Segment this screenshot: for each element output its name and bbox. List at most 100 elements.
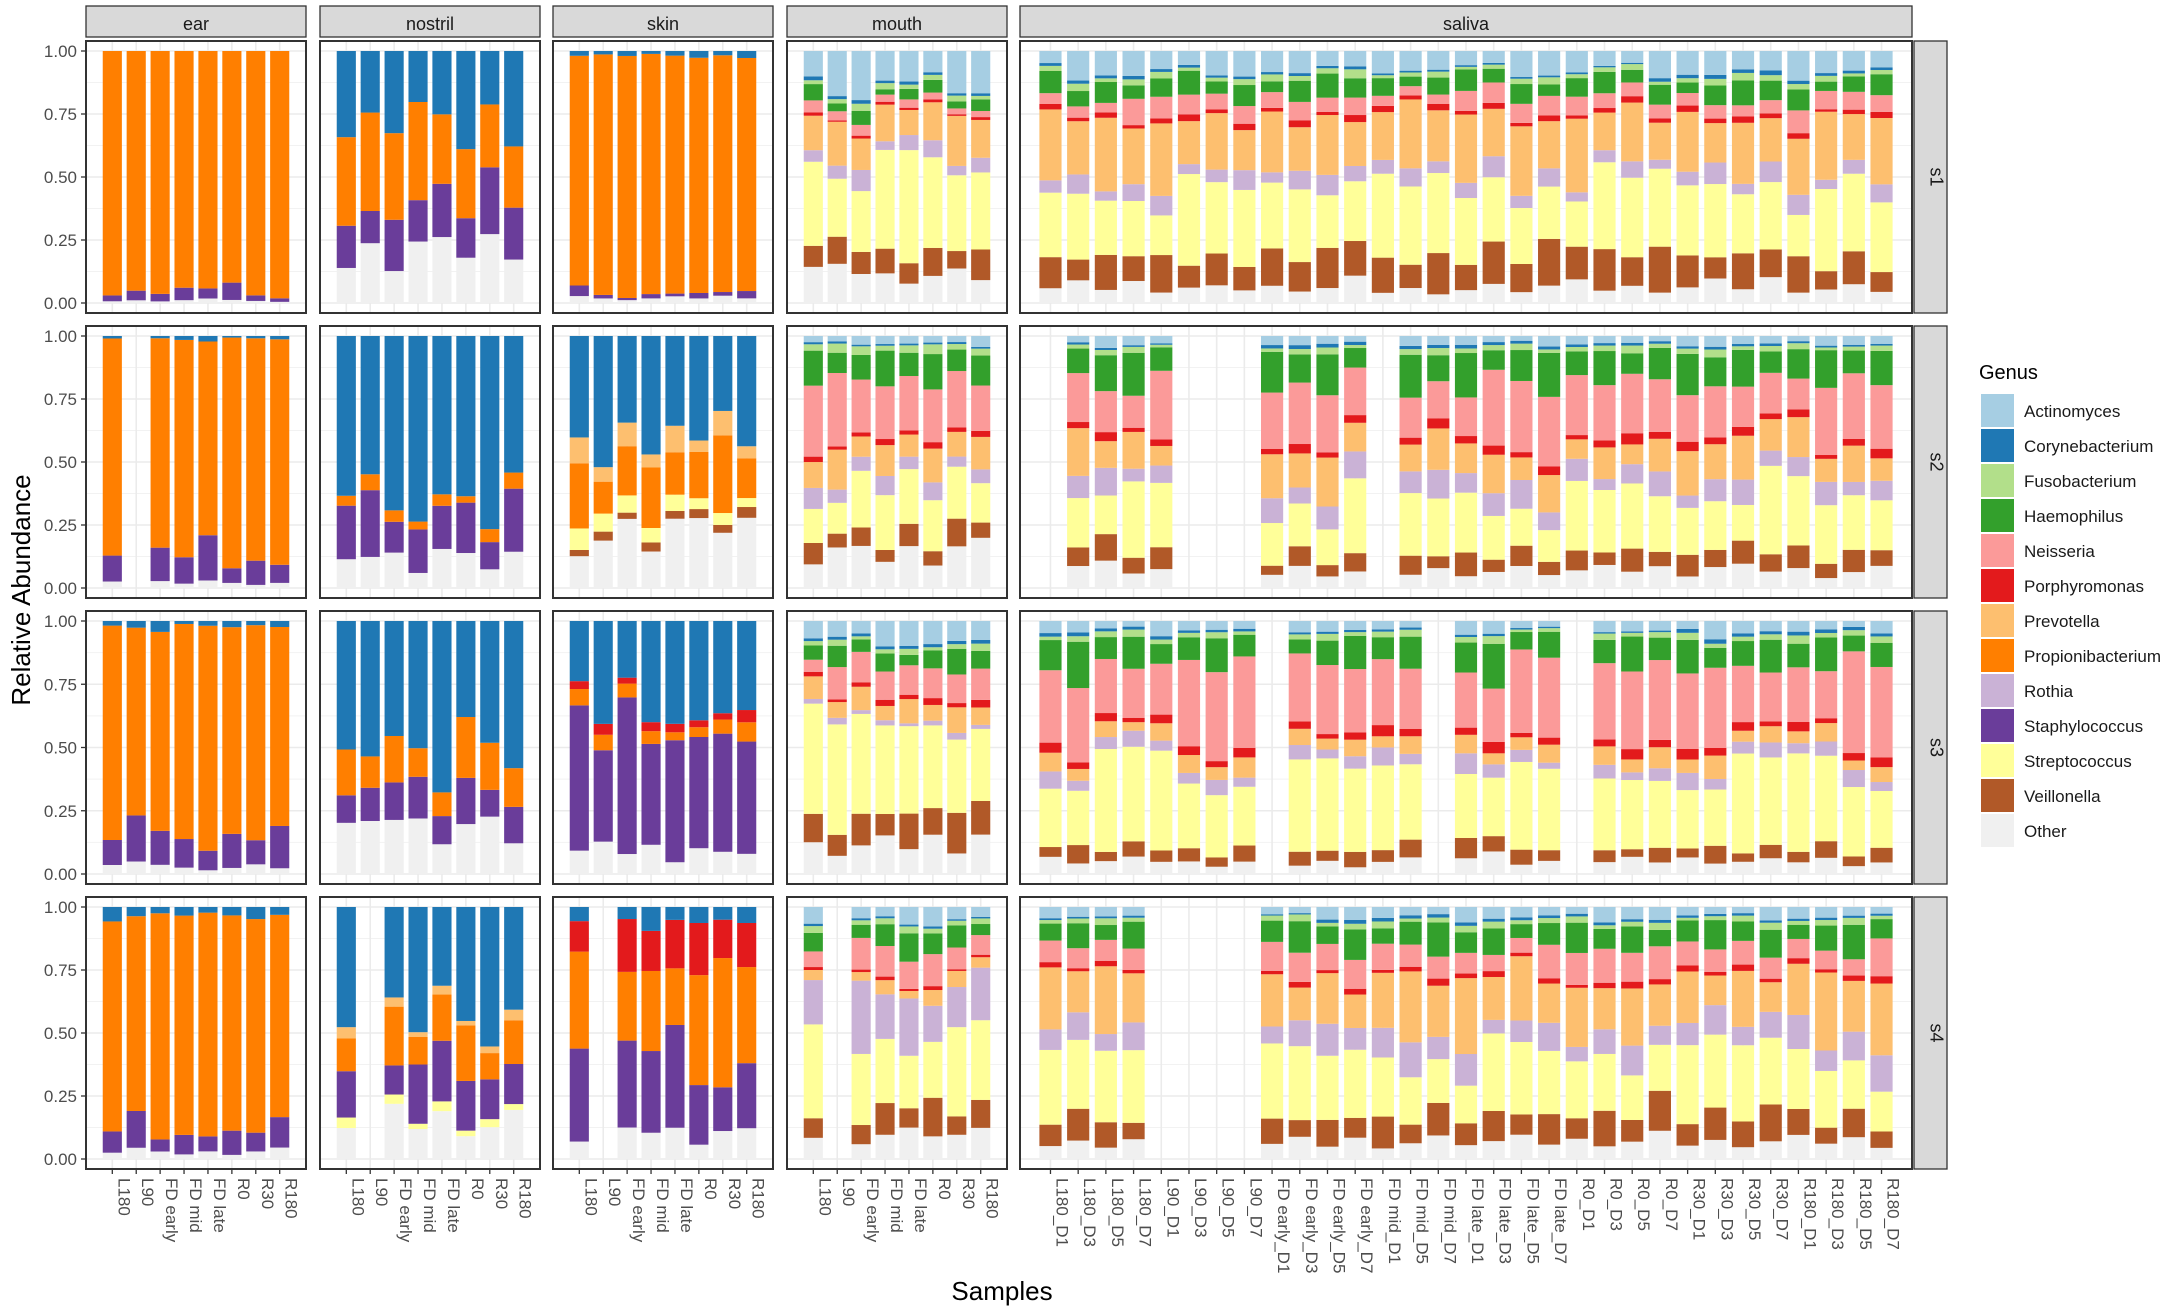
segment-prevotella [1261, 974, 1284, 1027]
segment-corynebacterium [1731, 913, 1755, 916]
segment-prevotella [1704, 123, 1727, 163]
x-tick-label: R0 [234, 1178, 253, 1200]
panel-border [1019, 40, 1913, 314]
segment-other [1593, 862, 1616, 874]
bar-ear-s1-l90 [126, 51, 146, 303]
segment-corynebacterium [1787, 918, 1810, 921]
segment-rothia [1150, 465, 1173, 483]
segment-streptococcus [1039, 1049, 1062, 1125]
segment-prevotella [384, 997, 404, 1007]
segment-veillonella [1593, 249, 1616, 291]
segment-other [1565, 570, 1588, 588]
segment-veillonella [737, 507, 757, 518]
segment-other [246, 300, 266, 303]
segment-veillonella [1427, 1102, 1450, 1136]
segment-fusobacterium [1177, 67, 1201, 71]
segment-porphyromonas [1316, 734, 1339, 739]
segment-haemophilus [1621, 69, 1644, 83]
segment-other [1510, 864, 1533, 874]
segment-porphyromonas [593, 723, 613, 735]
segment-prevotella [803, 462, 823, 488]
segment-actinomyces [1288, 907, 1311, 914]
segment-other [875, 1134, 895, 1159]
segment-prevotella [1177, 121, 1201, 165]
segment-other [270, 868, 290, 874]
panel-nostril-s1 [319, 40, 541, 314]
segment-propionibacterium [737, 967, 757, 1064]
segment-porphyromonas [1704, 748, 1727, 756]
segment-corynebacterium [1538, 75, 1561, 78]
segment-haemophilus [1344, 78, 1367, 98]
segment-prevotella [1039, 752, 1062, 772]
segment-actinomyces [1150, 336, 1173, 344]
bar-nostril-s3-fd-mid [408, 621, 428, 874]
segment-prevotella [569, 437, 589, 464]
segment-corynebacterium [1288, 632, 1311, 635]
segment-veillonella [689, 509, 709, 519]
segment-actinomyces [1510, 336, 1533, 341]
segment-porphyromonas [617, 919, 637, 972]
legend-item-corynebacterium: Corynebacterium [1981, 429, 2153, 462]
segment-porphyromonas [827, 120, 847, 122]
segment-prevotella [947, 115, 967, 166]
segment-streptococcus [1427, 498, 1450, 557]
segment-other [1787, 1134, 1810, 1159]
segment-other [617, 300, 637, 303]
segment-porphyromonas [1676, 105, 1699, 112]
segment-other [1676, 287, 1699, 303]
segment-veillonella [875, 814, 895, 836]
segment-prevotella [923, 448, 943, 483]
segment-haemophilus [947, 648, 967, 675]
segment-rothia [1787, 743, 1810, 754]
segment-prevotella [1371, 736, 1394, 748]
segment-other [246, 864, 266, 874]
segment-corynebacterium [336, 907, 356, 1028]
segment-actinomyces [875, 621, 895, 647]
segment-prevotella [1288, 987, 1311, 1021]
bar-saliva-s4-fd-mid-d7 [1427, 907, 1450, 1159]
segment-other [1565, 279, 1588, 303]
segment-porphyromonas [1288, 444, 1311, 454]
segment-corynebacterium [1510, 77, 1533, 79]
segment-porphyromonas [1621, 433, 1644, 445]
segment-neisseria [1344, 669, 1367, 733]
segment-actinomyces [899, 51, 919, 82]
segment-staphylococcus [126, 290, 146, 301]
bar-mouth-s1-r30 [947, 51, 967, 303]
segment-prevotella [1510, 956, 1533, 1021]
segment-other [851, 845, 871, 874]
segment-rothia [1316, 1023, 1339, 1056]
segment-other [1815, 1143, 1838, 1159]
legend-label: Veillonella [2024, 787, 2101, 806]
segment-corynebacterium [408, 621, 428, 749]
segment-porphyromonas [1039, 962, 1062, 968]
bar-skin-s4-l180 [569, 907, 589, 1159]
segment-porphyromonas [899, 988, 919, 991]
segment-haemophilus [1538, 923, 1561, 945]
segment-porphyromonas [1870, 976, 1893, 984]
x-tick-label: R0 [935, 1178, 954, 1200]
segment-prevotella [1205, 113, 1228, 170]
segment-veillonella [1316, 247, 1339, 289]
segment-porphyromonas [923, 99, 943, 103]
segment-neisseria [827, 111, 847, 121]
segment-streptococcus [1122, 746, 1145, 842]
bar-nostril-s3-l90 [360, 621, 380, 874]
segment-rothia [1704, 778, 1727, 790]
segment-haemophilus [1067, 923, 1090, 949]
segment-corynebacterium [1815, 917, 1838, 921]
segment-fusobacterium [851, 346, 871, 355]
bar-saliva-s4-r0-d3 [1593, 907, 1616, 1159]
segment-corynebacterium [1261, 72, 1284, 75]
bar-saliva-s1-fd-late-d5 [1510, 51, 1533, 303]
segment-corynebacterium [1482, 633, 1505, 637]
legend-item-fusobacterium: Fusobacterium [1981, 464, 2136, 497]
segment-fusobacterium [1538, 628, 1561, 632]
segment-haemophilus [875, 89, 895, 95]
segment-haemophilus [947, 349, 967, 372]
segment-staphylococcus [336, 795, 356, 823]
segment-veillonella [1510, 1114, 1533, 1135]
segment-prevotella [1233, 757, 1256, 778]
segment-corynebacterium [150, 621, 170, 632]
segment-neisseria [971, 935, 991, 955]
